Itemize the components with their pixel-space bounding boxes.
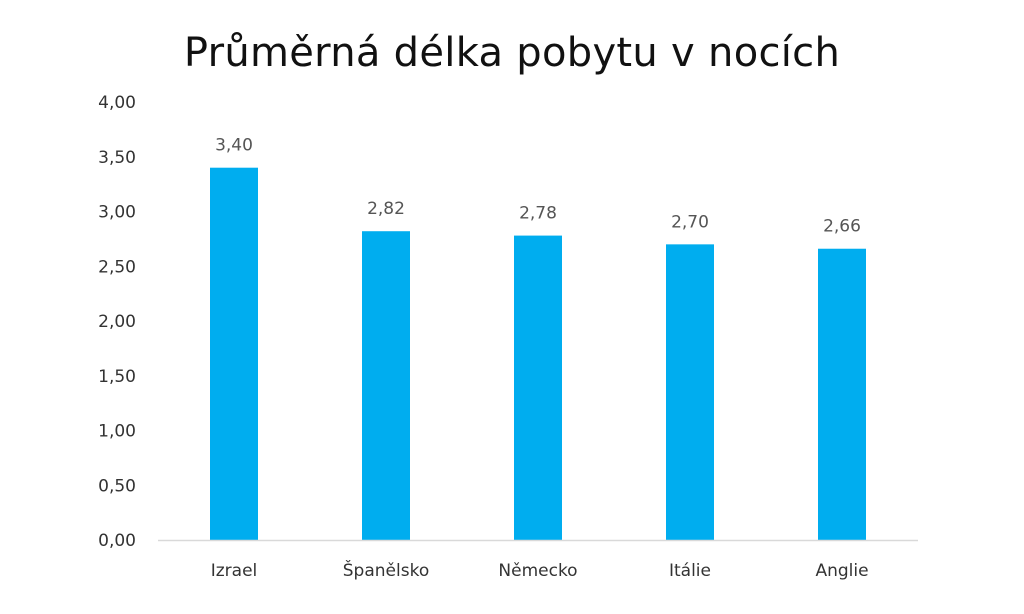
data-label: 2,66 xyxy=(823,217,861,237)
bar xyxy=(210,167,258,540)
category-labels: Izrael Španělsko Německo Itálie Anglie xyxy=(211,559,869,581)
bar xyxy=(818,248,866,541)
y-tick-label: 2,00 xyxy=(98,312,136,332)
category-label: Německo xyxy=(498,561,577,581)
chart-title: Průměrná délka pobytu v nocích xyxy=(183,30,841,76)
category-label: Izrael xyxy=(211,561,258,581)
bar xyxy=(666,244,714,540)
category-label: Španělsko xyxy=(343,559,429,581)
data-label: 2,82 xyxy=(367,199,405,219)
data-labels: 3,40 2,82 2,78 2,70 2,66 xyxy=(215,136,861,237)
bars xyxy=(210,167,866,541)
y-tick-label: 2,50 xyxy=(98,257,136,277)
data-label: 2,70 xyxy=(671,212,709,232)
y-tick-label: 4,00 xyxy=(98,93,136,113)
y-tick-label: 1,00 xyxy=(98,422,136,442)
category-label: Anglie xyxy=(815,561,868,581)
y-axis-ticks: 0,00 0,50 1,00 1,50 2,00 2,50 3,00 3,50 4,00 xyxy=(98,93,136,551)
data-label: 3,40 xyxy=(215,136,253,156)
y-tick-label: 1,50 xyxy=(98,367,136,387)
y-tick-label: 0,50 xyxy=(98,476,136,496)
bar xyxy=(362,231,410,540)
bar xyxy=(514,235,562,540)
category-label: Itálie xyxy=(669,561,711,581)
data-label: 2,78 xyxy=(519,204,557,224)
y-tick-label: 3,00 xyxy=(98,203,136,223)
y-tick-label: 0,00 xyxy=(98,531,136,551)
y-tick-label: 3,50 xyxy=(98,148,136,168)
